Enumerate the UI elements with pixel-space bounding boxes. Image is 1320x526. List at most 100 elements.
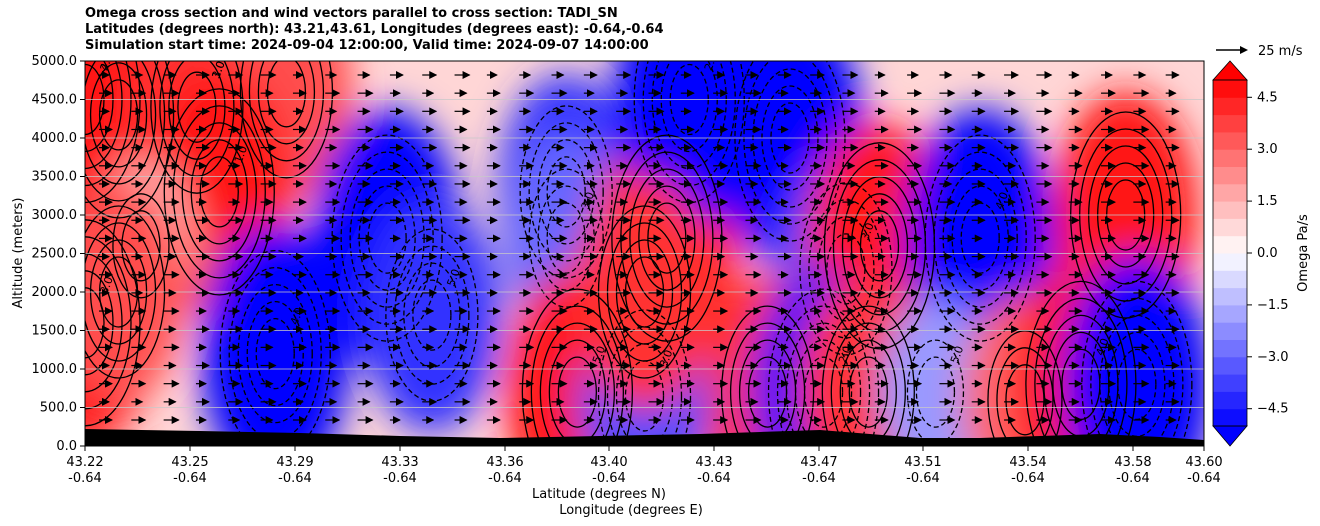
y-tick-label: 3500.0 [32,170,78,185]
contour-line [606,326,683,446]
y-tick-label: 500.0 [40,401,77,416]
y-tick-label: 1000.0 [32,362,78,377]
x-axis: 43.22-0.6443.25-0.6443.29-0.6443.33-0.64… [66,446,1223,486]
colorbar-tick-label: 4.5 [1257,90,1278,105]
x-tick-lon: -0.64 [68,471,102,486]
x-tick-lat: 43.29 [276,455,313,470]
vector-key-arrowhead [1240,46,1248,54]
contour-line [85,219,141,427]
contour-line [629,168,705,308]
colorbar-step [1213,201,1247,219]
contour-label: 2.0 [836,344,854,365]
contour-line [521,288,633,446]
contour-label: 2.0 [702,52,720,73]
contour-line [638,185,696,291]
contour-label: 1.0 [210,59,228,80]
contour-label: 4.0 [993,190,1011,211]
contour-line [257,61,316,145]
x-tick-lon: -0.64 [1116,471,1150,486]
contour-line [859,210,900,282]
contour-line [848,356,888,428]
contour-line [1090,297,1184,446]
contour-line [150,61,244,194]
contour-line [112,193,170,299]
y-tick-label: 0.0 [56,439,77,454]
x-tick-lat: 43.33 [381,455,418,470]
colorbar-tick-label: 1.5 [1257,194,1278,209]
contour-line [190,139,248,245]
contour-line [85,270,114,376]
x-tick-lon: -0.64 [697,471,731,486]
contour-line [850,193,909,299]
contour-line [1005,364,1045,436]
x-tick-lat: 43.54 [1009,455,1046,470]
colorbar-step [1213,235,1247,254]
x-axis-label-lat: Latitude (degrees N) [532,487,666,502]
y-tick-label: 4000.0 [32,131,78,146]
vector-key: 25 m/s [1216,44,1303,59]
contour-line [248,61,325,162]
colorbar-extend-max [1212,60,1248,81]
colorbar-step [1213,304,1247,323]
contour-line [177,71,217,143]
colorbar-step [1213,218,1247,237]
colorbar-step [1213,253,1247,271]
contour-line [808,199,884,339]
colorbar-step [1213,391,1247,410]
contour-line [597,309,692,446]
contour-label: 3.0 [98,275,116,296]
colorbar-step [1213,131,1247,150]
contour-line [557,356,598,428]
colorbar-step [1213,356,1247,375]
contour-line [1034,297,1128,446]
contour-line [237,283,313,424]
x-tick-lat: 43.43 [695,455,732,470]
title-line-1: Omega cross section and wind vectors par… [85,6,618,21]
contour-line [933,151,1027,325]
contour-line [1025,280,1137,446]
colorbar-step [1213,322,1247,340]
contour-line [546,156,586,228]
x-tick-lat: 43.25 [171,455,208,470]
contour-line [172,105,266,279]
x-tick-lon: -0.64 [802,471,836,486]
colorbar-step [1213,149,1247,167]
contour-line [85,287,105,359]
x-tick-lon: -0.64 [906,471,940,486]
y-axis: 0.0 500.0 1000.0 1500.0 2000.0 2500.0 3000.0 35… [32,54,85,454]
contour-label: 1.0 [232,144,250,165]
x-tick-lat: 43.22 [66,455,103,470]
contour-line [85,236,132,410]
contour-label: 5.0 [590,344,608,365]
chart-title: Omega cross section and wind vectors par… [85,6,664,54]
contour-line [830,322,906,446]
contour-line [85,253,123,393]
contour-line [367,202,407,274]
contour-label: 3.0 [859,221,877,242]
y-tick-label: 5000.0 [32,54,78,69]
title-line-3: Simulation start time: 2024-09-04 12:00:… [85,38,649,53]
y-tick-label: 4500.0 [32,93,78,108]
contour-line [729,322,806,446]
x-axis-label-lon: Longitude (degrees E) [559,503,703,518]
x-tick-lon: -0.64 [1187,471,1221,486]
y-tick-label: 2500.0 [32,247,78,262]
contour-label: 3.0 [579,190,597,211]
colorbar: 4.5 3.0 1.5 0.0 −1.5 −3.0 −4.5 Omega Pa/s [1212,60,1311,447]
contour-label: 5.0 [444,267,462,288]
contour-label: 3.0 [210,59,228,80]
x-tick-lat: 43.60 [1185,455,1222,470]
contour-line [89,62,148,168]
contour-labels: 4.0 3.01.03.04.05.03.02.03.04.05.0 2.0 5.0 4… [98,52,1112,369]
colorbar-step [1213,80,1247,98]
wind-vectors [99,71,1180,424]
contour-line [803,356,844,428]
x-tick-lat: 43.51 [904,455,941,470]
contour-label: 4.0 [1094,337,1112,358]
plot-area: 4.0 3.01.03.04.05.03.02.03.04.05.0 2.0 5.0 4… [85,52,1204,446]
colorbar-step [1213,114,1247,133]
colorbar-label: Omega Pa/s [1296,214,1311,292]
contour-line [720,305,815,446]
x-tick-lon: -0.64 [592,471,626,486]
